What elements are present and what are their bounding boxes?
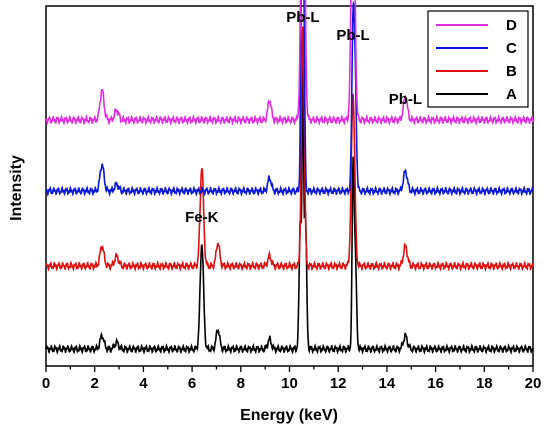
peak-annotations: Pb-L Pb-L Pb-L Fe-K bbox=[185, 9, 422, 226]
x-tick-label: 2 bbox=[91, 375, 99, 392]
series-line-a bbox=[45, 53, 534, 355]
x-tick-label: 6 bbox=[188, 375, 196, 392]
x-axis-title: Energy (keV) bbox=[240, 407, 338, 424]
x-tick-label: 14 bbox=[379, 375, 396, 392]
annotation-fe-k: Fe-K bbox=[185, 209, 219, 226]
legend-label-c: C bbox=[506, 40, 517, 57]
annotation-pb-l: Pb-L bbox=[286, 9, 319, 26]
legend-label-b: B bbox=[506, 63, 517, 80]
x-axis-ticks: 0 2 4 6 8 10 12 14 16 18 20 bbox=[42, 366, 542, 392]
legend-label-a: A bbox=[506, 86, 517, 103]
x-tick-label: 18 bbox=[476, 375, 493, 392]
x-tick-label: 0 bbox=[42, 375, 50, 392]
series-line-c bbox=[45, 0, 534, 197]
x-tick-label: 12 bbox=[330, 375, 347, 392]
series-line-d bbox=[45, 0, 534, 127]
x-tick-label: 16 bbox=[427, 375, 444, 392]
annotation-pb-l: Pb-L bbox=[336, 27, 369, 44]
x-tick-label: 10 bbox=[281, 375, 298, 392]
annotation-pb-l: Pb-L bbox=[389, 91, 422, 108]
legend-box bbox=[427, 10, 529, 108]
x-tick-label: 8 bbox=[237, 375, 245, 392]
y-axis-title: Intensity bbox=[8, 155, 25, 221]
series-layer bbox=[45, 0, 534, 355]
x-tick-label: 4 bbox=[139, 375, 148, 392]
legend-label-d: D bbox=[506, 17, 517, 34]
series-line-b bbox=[45, 26, 534, 272]
x-tick-label: 20 bbox=[525, 375, 542, 392]
